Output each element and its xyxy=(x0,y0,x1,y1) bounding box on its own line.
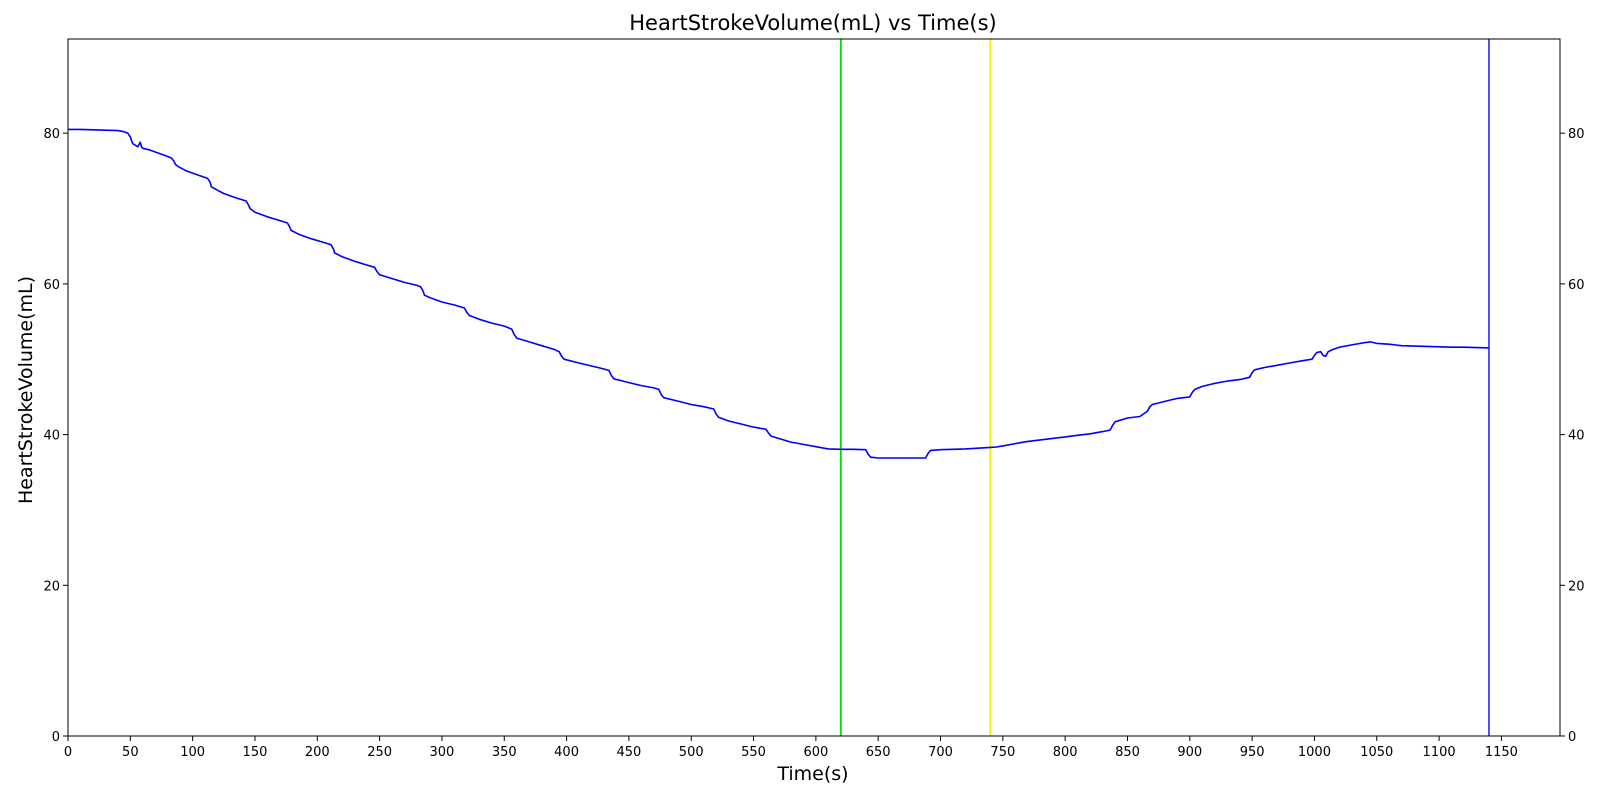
y-axis-label: HeartStrokeVolume(mL) xyxy=(15,276,37,504)
x-tick-label: 950 xyxy=(1240,745,1265,760)
x-tick-label: 1100 xyxy=(1423,745,1456,760)
y-tick-label: 0 xyxy=(52,730,60,745)
x-tick-label: 550 xyxy=(741,745,766,760)
chart-title: HeartStrokeVolume(mL) vs Time(s) xyxy=(629,11,996,35)
x-axis-label: Time(s) xyxy=(776,763,848,785)
y-tick-label: 60 xyxy=(43,278,60,293)
y-right-tick-label: 40 xyxy=(1568,429,1585,444)
x-tick-label: 850 xyxy=(1115,745,1140,760)
y-right-tick-label: 0 xyxy=(1568,730,1576,745)
vertical-markers xyxy=(839,39,1490,736)
x-tick-label: 400 xyxy=(554,745,579,760)
x-tick-label: 1050 xyxy=(1360,745,1393,760)
x-tick-label: 800 xyxy=(1053,745,1078,760)
y-right-tick-label: 20 xyxy=(1568,579,1585,594)
series-layer xyxy=(68,128,1490,459)
x-tick-label: 650 xyxy=(866,745,891,760)
x-tick-label: 700 xyxy=(928,745,953,760)
x-tick-label: 50 xyxy=(122,745,139,760)
plot-frame xyxy=(67,38,1561,737)
x-tick-label: 750 xyxy=(990,745,1015,760)
x-tick-label: 300 xyxy=(430,745,455,760)
x-tick-label: 500 xyxy=(679,745,704,760)
y-tick-label: 80 xyxy=(43,127,60,142)
x-tick-label: 1150 xyxy=(1485,745,1518,760)
x-tick-label: 200 xyxy=(305,745,330,760)
x-tick-label: 100 xyxy=(180,745,205,760)
x-tick-label: 1000 xyxy=(1298,745,1331,760)
y-tick-label: 40 xyxy=(43,429,60,444)
axes: 0 50 100 150 200 250 300 350 400 450 500 550 600 650 7… xyxy=(43,38,1585,760)
y-right-tick-label: 80 xyxy=(1568,127,1585,142)
x-tick-label: 900 xyxy=(1177,745,1202,760)
x-tick-label: 600 xyxy=(803,745,828,760)
series-line-1 xyxy=(68,128,1490,459)
y-right-tick-label: 60 xyxy=(1568,278,1585,293)
x-tick-label: 250 xyxy=(367,745,392,760)
x-tick-label: 350 xyxy=(492,745,517,760)
x-tick-label: 0 xyxy=(64,745,72,760)
x-tick-label: 150 xyxy=(243,745,268,760)
x-tick-label: 450 xyxy=(616,745,641,760)
y-tick-label: 20 xyxy=(43,579,60,594)
